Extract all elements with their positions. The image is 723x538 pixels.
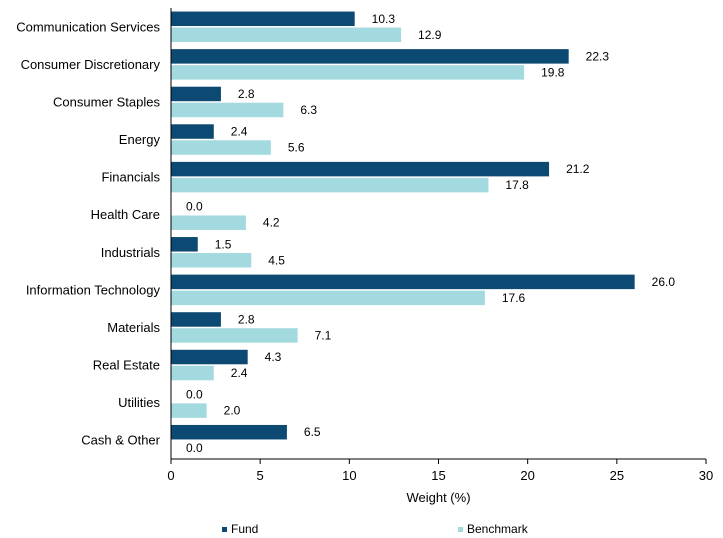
category-label: Industrials (101, 245, 161, 260)
benchmark-bar (171, 403, 207, 418)
benchmark-bar (171, 27, 402, 43)
benchmark-value-label: 6.3 (300, 103, 317, 117)
fund-value-label: 6.5 (304, 425, 321, 439)
benchmark-value-label: 7.1 (315, 328, 332, 342)
benchmark-bar (171, 140, 271, 155)
category-label: Financials (101, 170, 160, 185)
fund-bar (171, 237, 198, 252)
fund-value-label: 0.0 (186, 200, 203, 214)
category-label: Health Care (91, 207, 160, 222)
fund-legend-swatch (222, 527, 227, 532)
fund-value-label: 2.4 (231, 125, 248, 139)
fund-value-label: 26.0 (652, 275, 676, 289)
benchmark-legend-label: Benchmark (467, 522, 529, 536)
category-label: Communication Services (16, 19, 160, 34)
benchmark-value-label: 4.5 (268, 253, 285, 267)
benchmark-value-label: 19.8 (541, 65, 565, 79)
x-axis-ticks: 0 5 10 15 20 25 30 (167, 459, 713, 483)
fund-value-label: 22.3 (586, 49, 610, 63)
benchmark-value-label: 2.4 (231, 366, 248, 380)
benchmark-value-label: 2.0 (224, 404, 241, 418)
x-axis-title: Weight (%) (406, 490, 470, 505)
benchmark-bar (171, 365, 214, 381)
category-label: Information Technology (26, 282, 161, 297)
fund-bar (171, 424, 287, 440)
x-tick-label: 15 (431, 468, 445, 483)
fund-value-label: 4.3 (265, 350, 282, 364)
benchmark-bar (171, 65, 525, 80)
fund-bar (171, 349, 248, 365)
x-tick-label: 5 (257, 468, 264, 483)
category-label: Cash & Other (81, 433, 160, 448)
fund-value-label: 2.8 (238, 87, 255, 101)
fund-bar (171, 274, 635, 290)
benchmark-value-label: 4.2 (263, 216, 280, 230)
category-label: Real Estate (93, 358, 160, 373)
x-tick-label: 30 (699, 468, 713, 483)
x-tick-label: 25 (610, 468, 624, 483)
x-tick-label: 0 (167, 468, 174, 483)
fund-bar (171, 312, 221, 327)
fund-value-label: 10.3 (372, 12, 396, 26)
benchmark-bar (171, 253, 252, 268)
benchmark-bar (171, 328, 298, 343)
x-tick-label: 10 (342, 468, 356, 483)
x-tick-label: 20 (520, 468, 534, 483)
benchmark-bar (171, 177, 489, 193)
fund-bar (171, 124, 214, 139)
category-label: Materials (107, 320, 160, 335)
fund-bar (171, 11, 355, 27)
fund-value-label: 21.2 (566, 162, 590, 176)
fund-legend-label: Fund (231, 522, 258, 536)
benchmark-legend-swatch (458, 527, 463, 532)
benchmark-value-label: 17.6 (502, 291, 526, 305)
value-labels: 10.3 12.9 22.3 19.8 2.8 6.3 2.4 5.6 21.2 17.8 0.0 4… (186, 12, 675, 455)
fund-bar (171, 49, 569, 64)
fund-bar (171, 86, 221, 102)
bars-group (171, 11, 635, 440)
category-labels: Communication Services Consumer Discretio… (16, 19, 160, 447)
benchmark-bar (171, 102, 284, 118)
benchmark-value-label: 0.0 (186, 441, 203, 455)
fund-value-label: 2.8 (238, 312, 255, 326)
category-label: Consumer Discretionary (21, 57, 161, 72)
fund-value-label: 0.0 (186, 388, 203, 402)
benchmark-value-label: 17.8 (505, 178, 529, 192)
fund-bar (171, 161, 550, 177)
fund-value-label: 1.5 (215, 237, 232, 251)
category-label: Energy (119, 132, 161, 147)
benchmark-bar (171, 290, 485, 306)
benchmark-value-label: 12.9 (418, 28, 442, 42)
category-label: Utilities (118, 395, 160, 410)
category-label: Consumer Staples (53, 94, 160, 109)
benchmark-value-label: 5.6 (288, 141, 305, 155)
benchmark-bar (171, 215, 246, 230)
legend: Fund Benchmark (222, 522, 529, 536)
